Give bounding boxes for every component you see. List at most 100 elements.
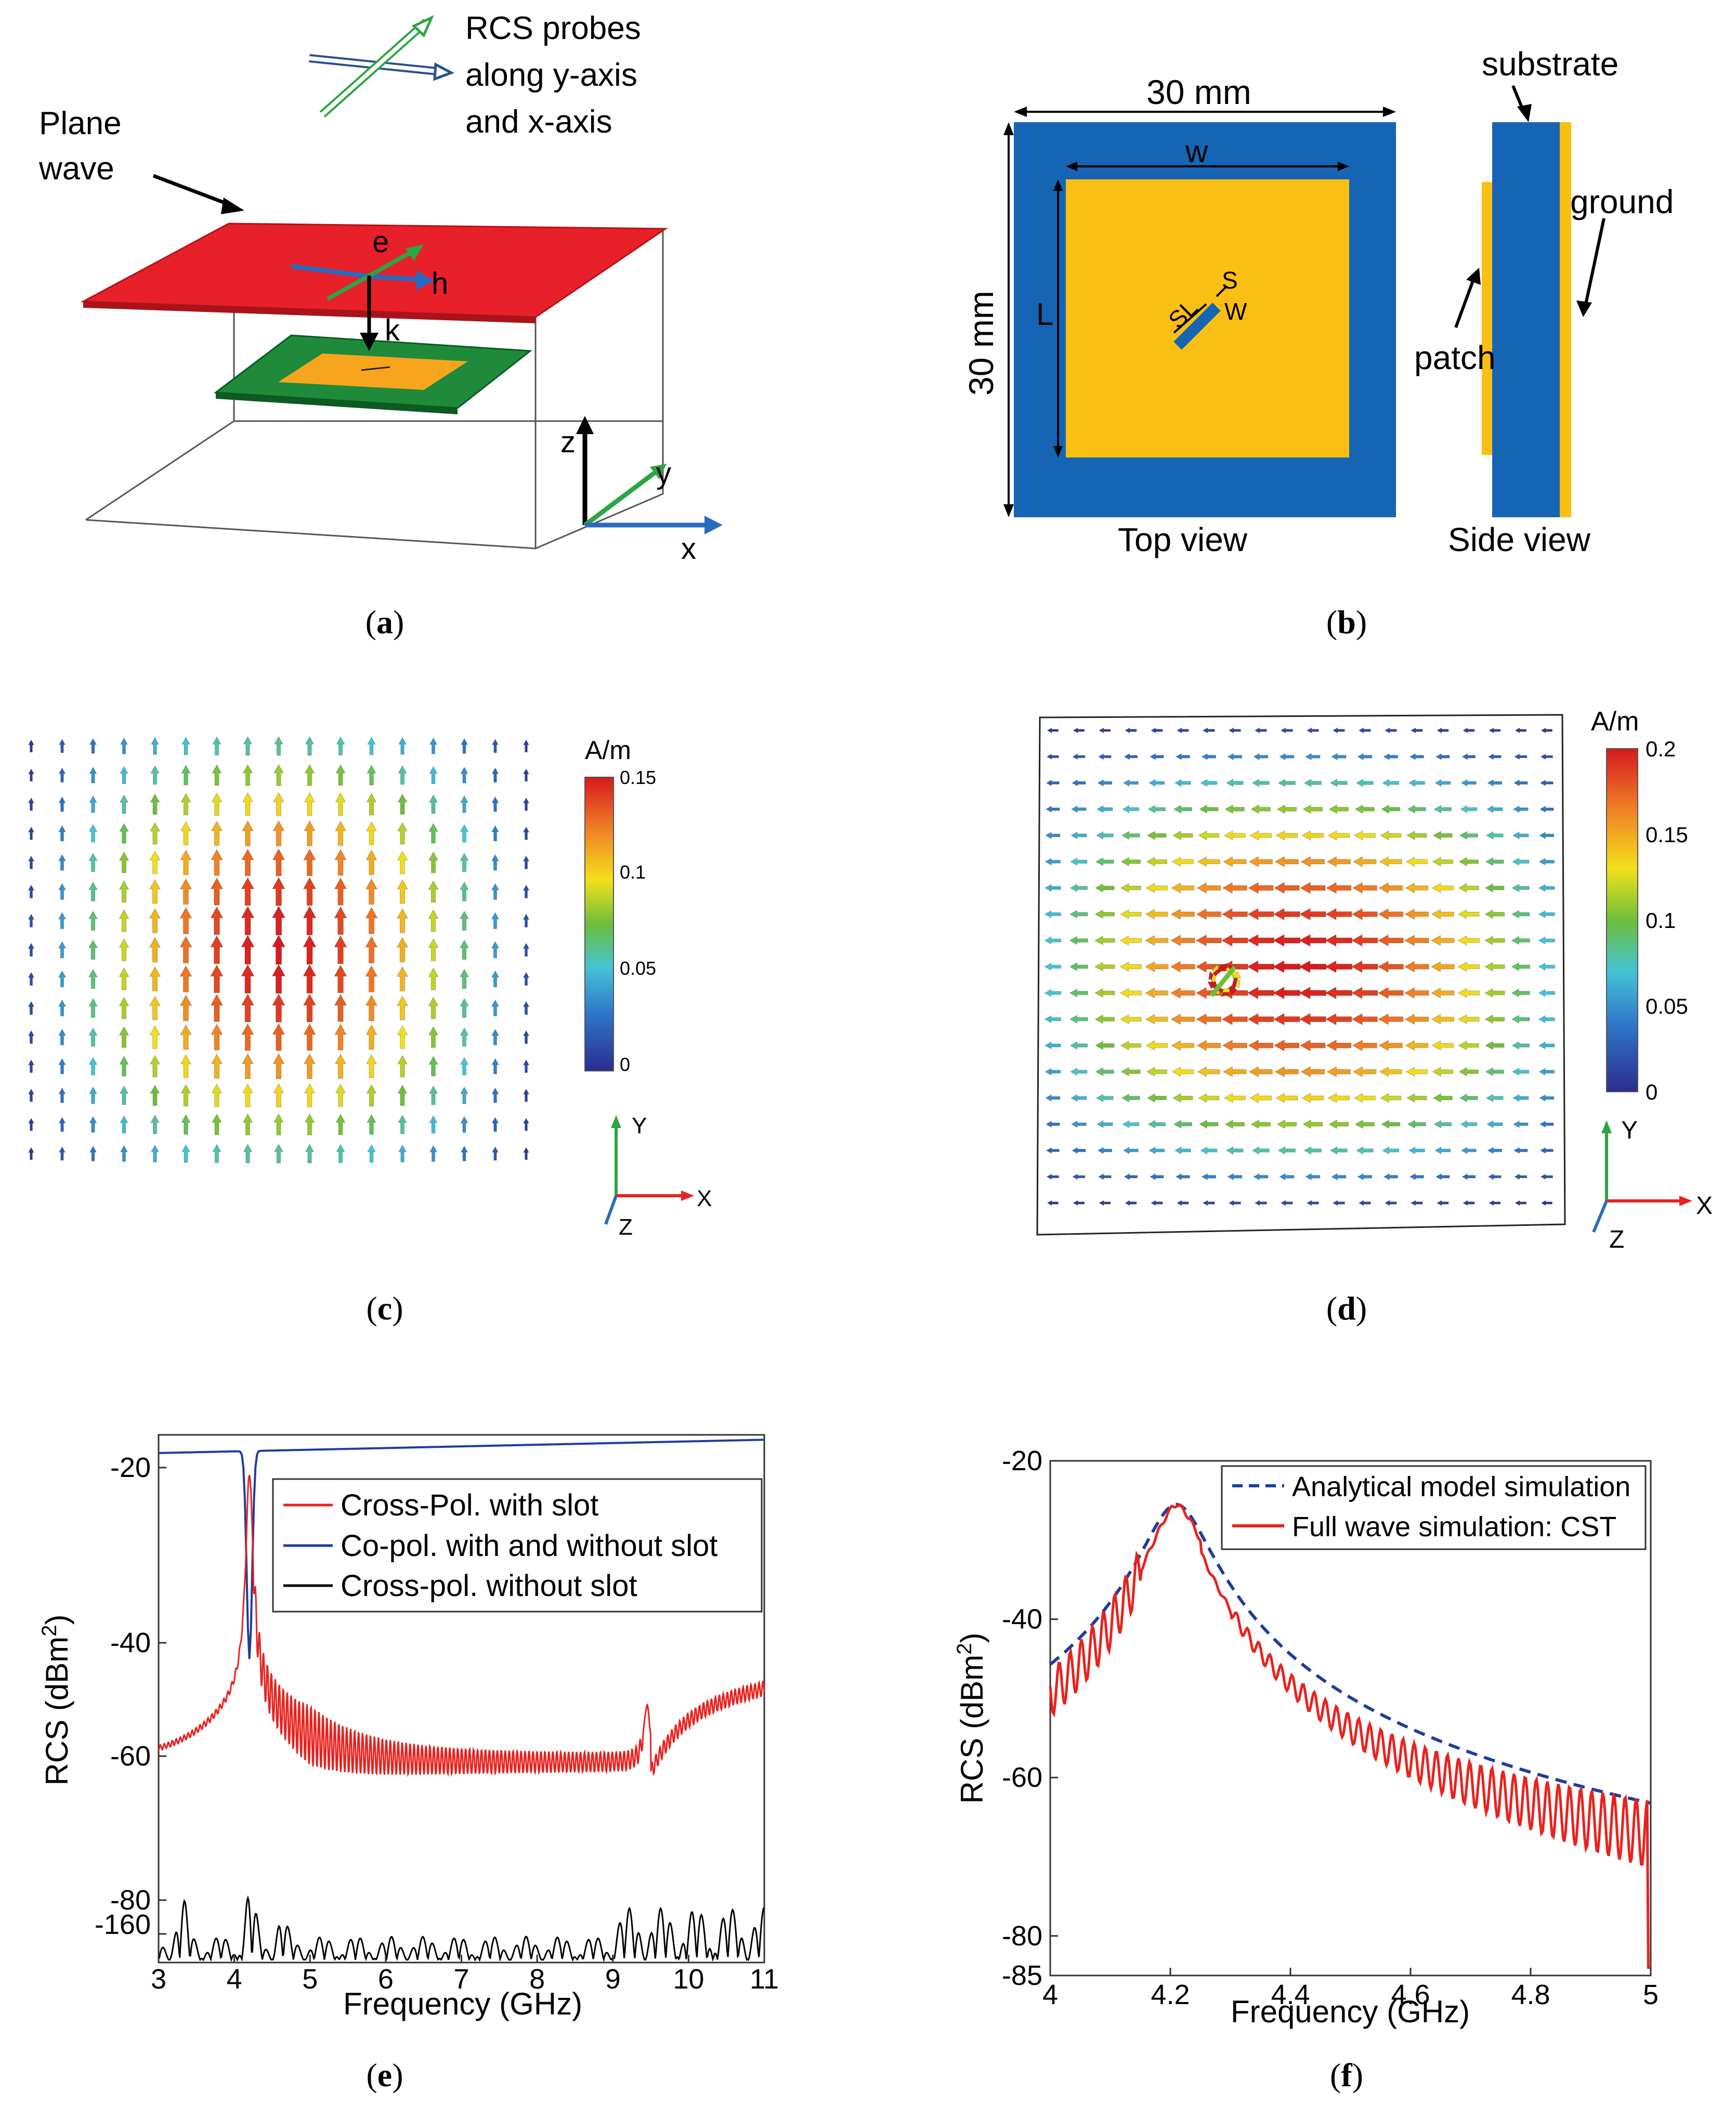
xtick-e-0: 3 (151, 1964, 166, 1995)
current-arrow-c (89, 1086, 97, 1104)
xtick-e-2: 5 (302, 1964, 318, 1995)
caption-c: (c) (366, 1290, 403, 1327)
ground-label: ground (1570, 183, 1674, 220)
current-arrow-d (1198, 1093, 1220, 1103)
current-arrow-c (88, 998, 98, 1018)
cbar-tick-c-3: 0 (620, 1054, 630, 1075)
legend-f: Analytical model simulation Full wave si… (1221, 1465, 1647, 1550)
current-arrow-d (1514, 1173, 1528, 1180)
cbar-tick-d-2: 0.1 (1646, 908, 1676, 933)
current-arrow-c (336, 1144, 345, 1163)
current-arrow-c (28, 943, 35, 957)
current-arrow-d (1511, 910, 1530, 919)
current-arrow-d (1228, 1200, 1241, 1206)
current-arrow-c (523, 826, 530, 840)
current-arrow-d (1408, 779, 1425, 787)
probe-label-3: and x-axis (465, 104, 612, 140)
h-vector (291, 264, 372, 279)
current-arrow-d (1222, 882, 1247, 894)
current-arrow-d (1352, 1039, 1377, 1052)
side-view-patch (1482, 182, 1493, 455)
current-arrow-c (274, 736, 283, 756)
current-arrow-d (1326, 882, 1352, 894)
xlabel-f: Frequency (GHz) (1231, 1994, 1470, 2029)
current-arrow-d (1096, 1120, 1113, 1128)
series-cross-pol-slot (158, 1474, 765, 1777)
current-arrow-c (397, 850, 408, 874)
current-arrow-d (1146, 857, 1167, 867)
current-arrow-d (1274, 1066, 1299, 1078)
current-arrow-d (1094, 1014, 1115, 1024)
current-arrow-d (1046, 753, 1059, 760)
current-arrow-c (334, 906, 347, 935)
current-arrow-c (58, 796, 66, 812)
current-arrow-d (1070, 1094, 1087, 1102)
current-arrow-c (28, 855, 35, 869)
current-arrow-d (1150, 1200, 1163, 1206)
current-arrow-c (243, 1143, 253, 1163)
current-arrow-c (429, 1115, 438, 1134)
current-arrow-d (1461, 1173, 1476, 1180)
series-cst (1049, 1503, 1651, 1969)
current-arrow-d (1144, 961, 1169, 973)
current-arrow-d (1071, 1147, 1086, 1154)
current-arrow-d (1325, 934, 1352, 947)
current-arrow-d (1457, 988, 1480, 998)
current-arrow-d (1044, 989, 1062, 997)
current-arrow-d (1378, 1013, 1404, 1025)
current-arrow-d (1045, 805, 1060, 813)
dimension-lines (1008, 111, 1393, 515)
current-arrow-c (88, 853, 98, 872)
current-arrow-d (1251, 1146, 1270, 1155)
current-arrow-d (1326, 1066, 1351, 1078)
current-arrow-d (1405, 882, 1429, 894)
current-arrow-d (1197, 1066, 1220, 1077)
current-arrow-d (1431, 987, 1455, 999)
current-arrow-c (58, 1028, 66, 1045)
current-arrow-d (1273, 934, 1301, 947)
current-arrow-d (1355, 779, 1374, 787)
current-arrow-d (1224, 804, 1245, 814)
current-arrow-c (428, 967, 439, 990)
current-arrow-c (397, 1025, 408, 1049)
current-arrow-d (1069, 883, 1088, 893)
current-arrow-d (1122, 1120, 1140, 1129)
current-arrow-c (429, 737, 438, 754)
current-arrow-c (181, 1114, 191, 1135)
current-arrow-d (1303, 1146, 1322, 1155)
current-arrow-d (1484, 935, 1505, 946)
current-arrow-d (1405, 1066, 1428, 1077)
ytick-f-0: -20 (1002, 1445, 1042, 1476)
current-arrow-c (428, 909, 439, 932)
current-arrow-d (1306, 1200, 1319, 1206)
cbar-tick-d-4: 0 (1646, 1080, 1657, 1104)
current-arrow-c (303, 964, 317, 993)
current-arrow-c (460, 853, 469, 872)
current-arrow-d (1098, 753, 1112, 760)
current-arrow-d (1254, 1200, 1267, 1206)
caption-d: (d) (1326, 1290, 1367, 1327)
current-arrow-c (28, 1088, 35, 1102)
current-arrow-c (211, 849, 223, 876)
current-arrow-c (271, 964, 286, 994)
current-arrow-c (179, 965, 192, 992)
current-arrow-d (1352, 856, 1377, 868)
current-arrow-c (272, 1053, 285, 1079)
current-arrow-d (1044, 910, 1061, 919)
current-arrow-c (305, 1143, 315, 1163)
current-arrow-d (1044, 1041, 1061, 1050)
current-arrow-d (1095, 831, 1114, 840)
current-arrow-c (335, 792, 346, 816)
current-arrow-d (1119, 988, 1142, 998)
current-arrow-d (1171, 1040, 1195, 1051)
caption-e: (e) (366, 2057, 403, 2094)
current-arrow-c (523, 1088, 530, 1102)
current-arrow-c (428, 1085, 438, 1105)
current-arrow-c (303, 848, 316, 877)
current-arrow-c (242, 820, 254, 846)
current-arrow-d (1223, 830, 1246, 841)
current-arrow-c (28, 1001, 35, 1015)
current-arrow-d (1095, 857, 1114, 866)
triad-z-d (1592, 1200, 1608, 1233)
current-arrow-d (1511, 1015, 1530, 1024)
